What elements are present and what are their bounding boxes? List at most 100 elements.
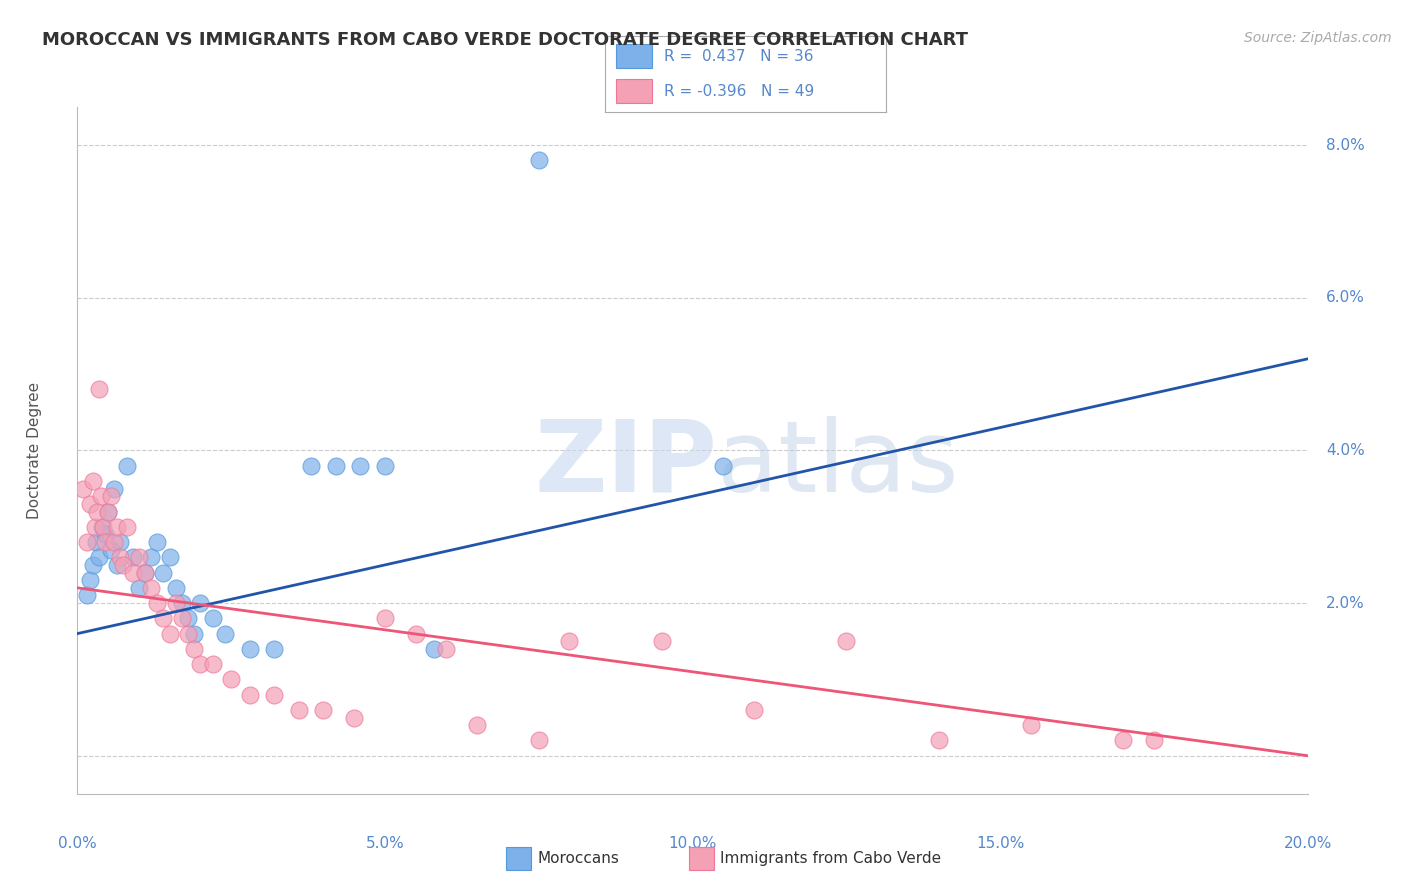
Point	[72, 482, 94, 496]
Point	[183, 626, 205, 640]
Point	[141, 550, 163, 565]
Point	[219, 673, 242, 687]
Point	[177, 611, 200, 625]
Text: R =  0.437   N = 36: R = 0.437 N = 36	[664, 49, 813, 63]
Point	[527, 733, 550, 747]
Point	[121, 566, 143, 580]
Point	[97, 504, 120, 518]
Point	[128, 550, 150, 565]
Text: 4.0%: 4.0%	[1326, 443, 1365, 458]
Point	[141, 581, 163, 595]
Text: 2.0%: 2.0%	[1326, 596, 1365, 611]
Point	[105, 558, 128, 572]
Point	[84, 535, 107, 549]
Text: 20.0%: 20.0%	[1284, 836, 1331, 851]
Point	[159, 550, 181, 565]
Point	[325, 458, 347, 473]
Point	[465, 718, 488, 732]
Point	[1143, 733, 1166, 747]
Point	[928, 733, 950, 747]
Point	[214, 626, 236, 640]
Point	[170, 611, 193, 625]
Point	[201, 657, 224, 672]
Point	[1019, 718, 1042, 732]
Point	[134, 566, 156, 580]
Text: 5.0%: 5.0%	[366, 836, 405, 851]
Point	[349, 458, 371, 473]
Point	[87, 383, 110, 397]
Point	[146, 596, 169, 610]
Point	[288, 703, 311, 717]
Point	[201, 611, 224, 625]
Text: 8.0%: 8.0%	[1326, 137, 1365, 153]
Text: 15.0%: 15.0%	[976, 836, 1024, 851]
Text: Moroccans: Moroccans	[537, 852, 619, 866]
Point	[134, 566, 156, 580]
Point	[110, 550, 132, 565]
Point	[110, 535, 132, 549]
Point	[312, 703, 335, 717]
Point	[159, 626, 181, 640]
Point	[83, 520, 105, 534]
Text: Doctorate Degree: Doctorate Degree	[27, 382, 42, 519]
Point	[76, 589, 98, 603]
Point	[94, 535, 117, 549]
Point	[239, 641, 262, 656]
Point	[436, 641, 458, 656]
Point	[79, 497, 101, 511]
Point	[558, 634, 581, 648]
Point	[90, 489, 112, 503]
Point	[152, 611, 174, 625]
Point	[90, 520, 114, 534]
Point	[76, 535, 98, 549]
Text: 10.0%: 10.0%	[668, 836, 717, 851]
Text: R = -0.396   N = 49: R = -0.396 N = 49	[664, 84, 814, 98]
Text: Immigrants from Cabo Verde: Immigrants from Cabo Verde	[720, 852, 941, 866]
Point	[188, 596, 212, 610]
Point	[343, 710, 366, 724]
Point	[165, 581, 187, 595]
Point	[105, 520, 128, 534]
Point	[94, 527, 117, 541]
Point	[263, 688, 285, 702]
Point	[374, 458, 396, 473]
Point	[82, 474, 104, 488]
Point	[835, 634, 858, 648]
Point	[183, 641, 205, 656]
Text: Source: ZipAtlas.com: Source: ZipAtlas.com	[1244, 31, 1392, 45]
Point	[103, 535, 125, 549]
Point	[711, 458, 734, 473]
Text: ZIP: ZIP	[534, 416, 717, 513]
Point	[527, 153, 550, 168]
Point	[100, 542, 122, 557]
Text: 0.0%: 0.0%	[58, 836, 97, 851]
Point	[165, 596, 187, 610]
Point	[651, 634, 673, 648]
Point	[170, 596, 193, 610]
Point	[103, 482, 125, 496]
Point	[128, 581, 150, 595]
Point	[79, 573, 101, 587]
Point	[263, 641, 285, 656]
Point	[115, 520, 138, 534]
Bar	[616, 44, 652, 69]
Point	[423, 641, 446, 656]
Bar	[616, 78, 652, 103]
Point	[152, 566, 174, 580]
Point	[115, 458, 138, 473]
Point	[97, 504, 120, 518]
Text: MOROCCAN VS IMMIGRANTS FROM CABO VERDE DOCTORATE DEGREE CORRELATION CHART: MOROCCAN VS IMMIGRANTS FROM CABO VERDE D…	[42, 31, 969, 49]
Point	[91, 520, 114, 534]
Text: 6.0%: 6.0%	[1326, 290, 1365, 305]
Point	[146, 535, 169, 549]
Point	[82, 558, 104, 572]
Point	[112, 558, 135, 572]
Point	[374, 611, 396, 625]
Point	[299, 458, 322, 473]
Point	[188, 657, 212, 672]
Point	[86, 504, 108, 518]
Point	[239, 688, 262, 702]
Point	[177, 626, 200, 640]
Point	[1112, 733, 1135, 747]
Point	[87, 550, 110, 565]
